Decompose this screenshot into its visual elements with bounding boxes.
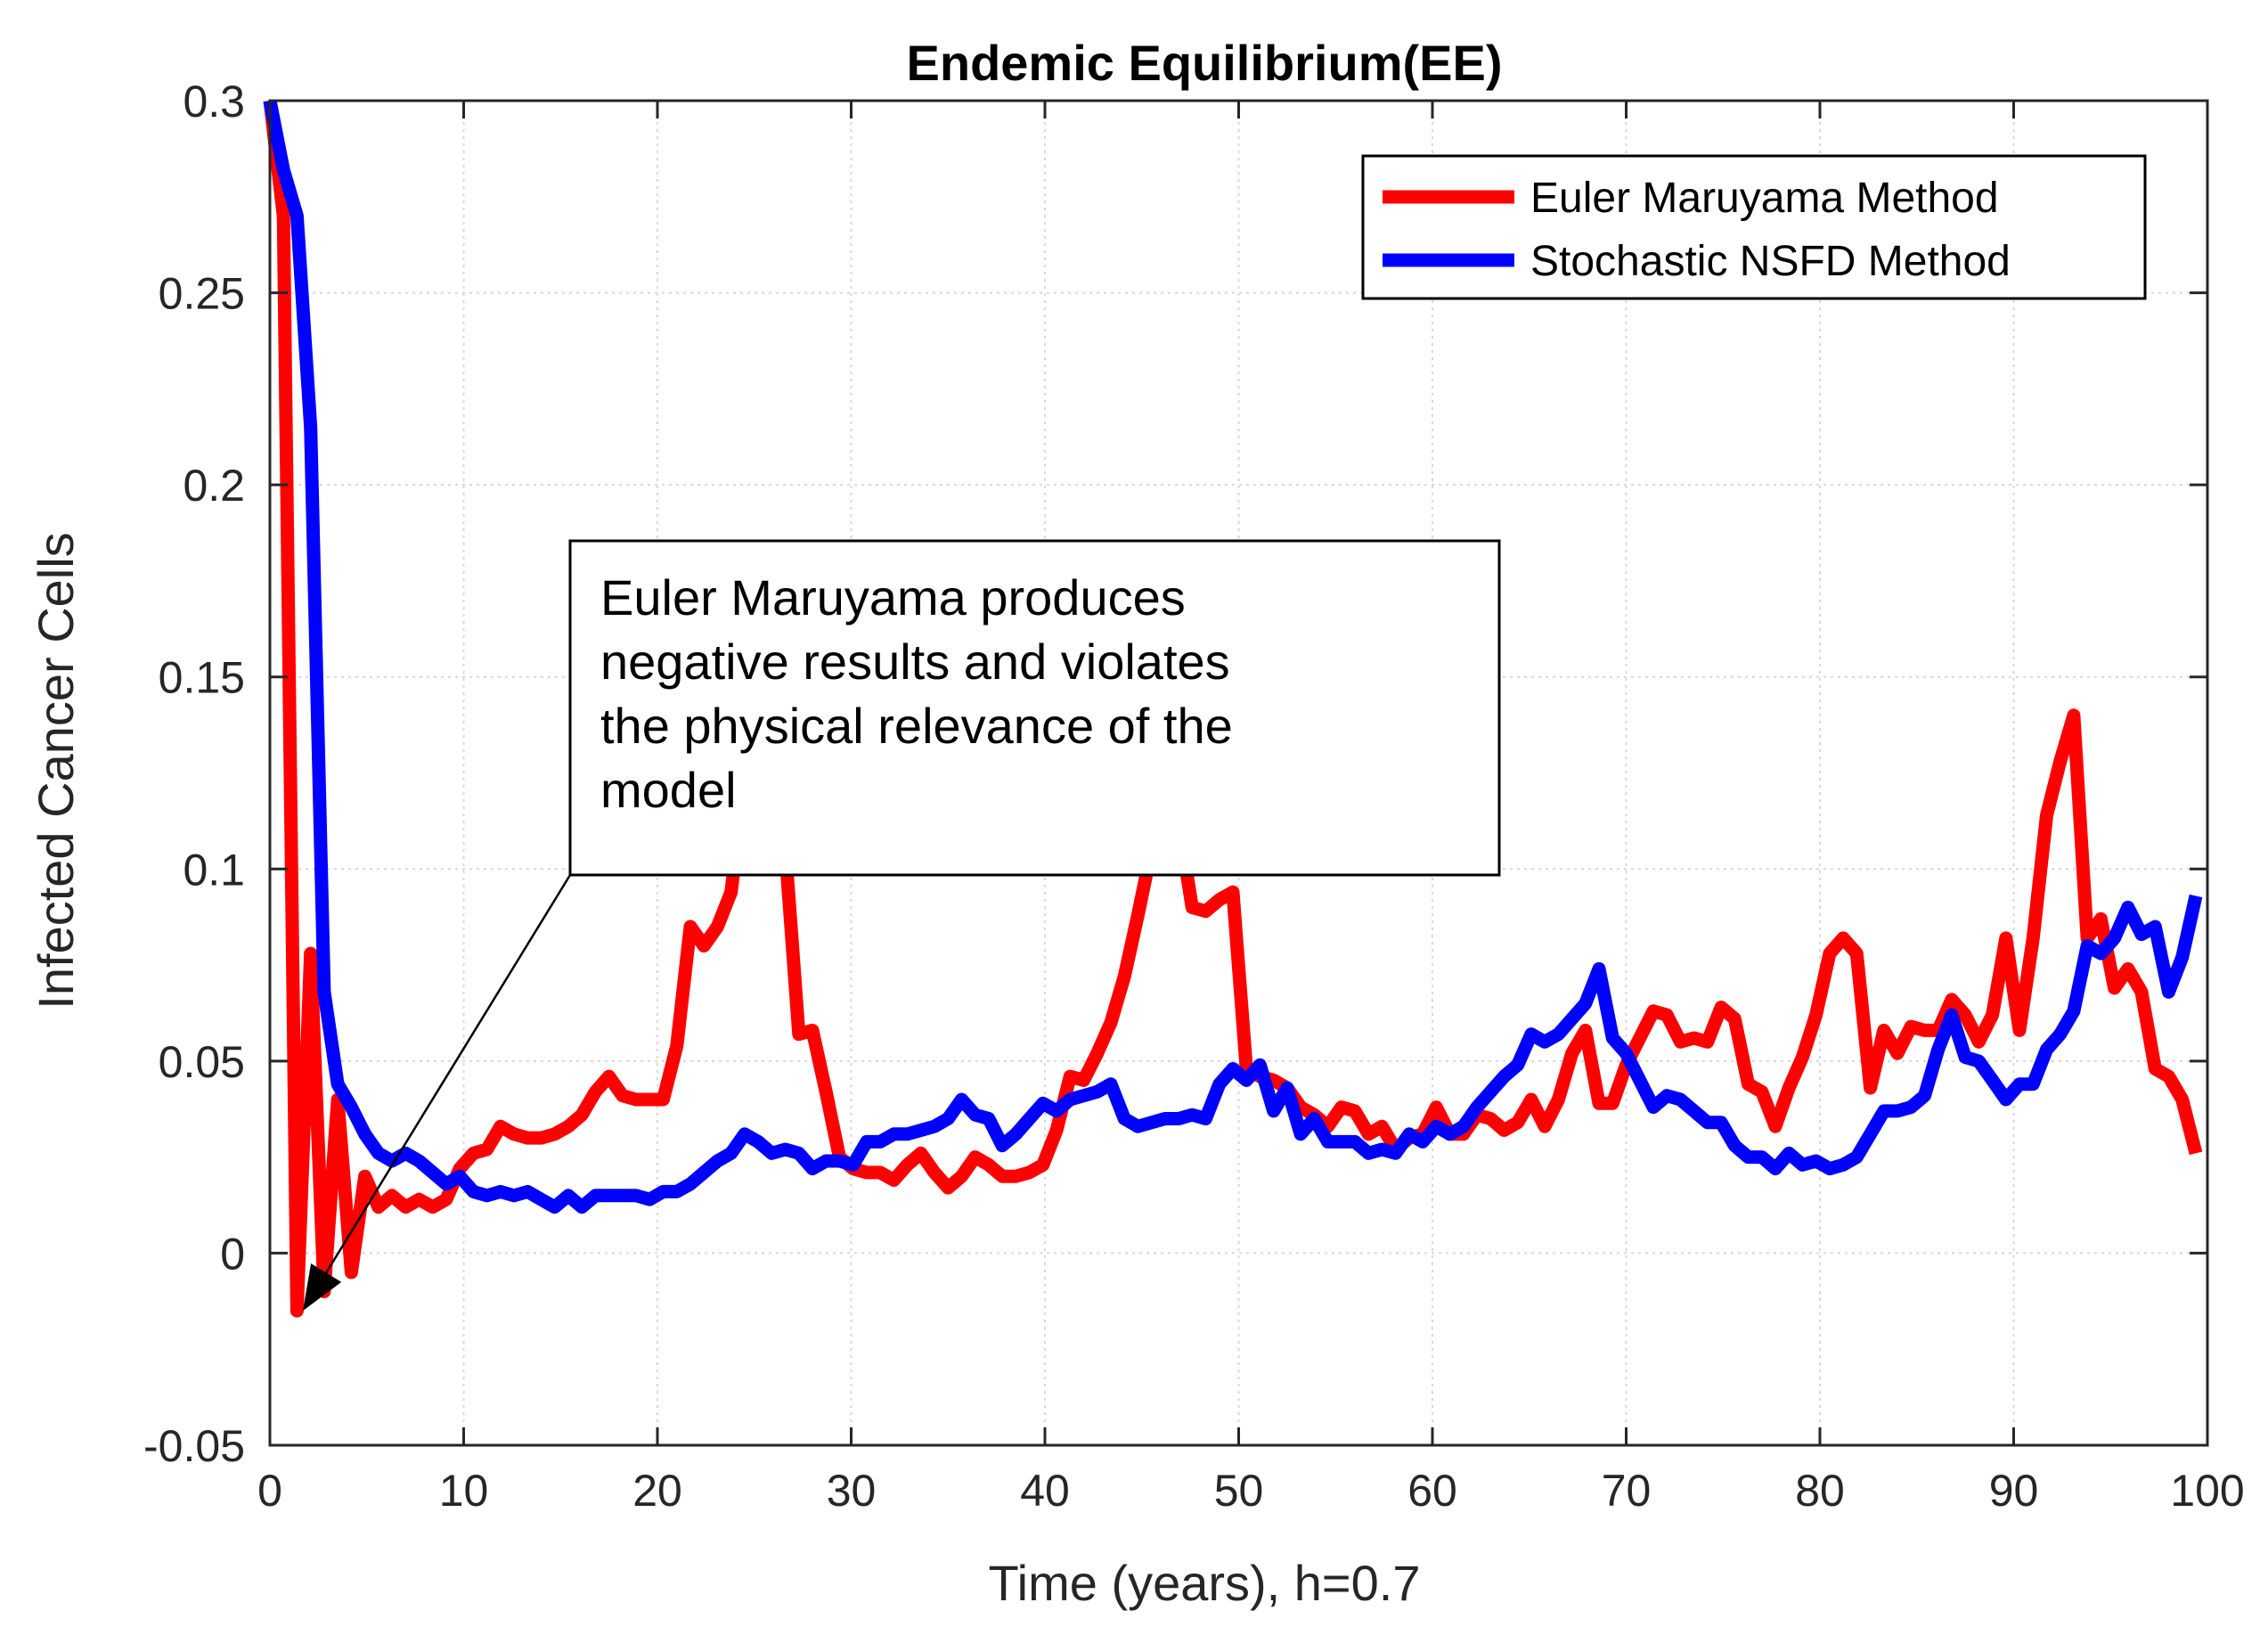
annotation-line-4: model: [600, 762, 737, 818]
axis-ticks: 0 10 20 30 40 50 60 70 80 90 100-0.0500.050.10.150…: [143, 77, 2245, 1516]
y-tick-label: 0.15: [159, 653, 245, 703]
y-tick-label: 0.05: [159, 1037, 245, 1087]
y-tick-label: 0.2: [183, 461, 245, 511]
annotation-arrowhead: [303, 1263, 342, 1312]
x-tick-label: 40: [1020, 1466, 1070, 1516]
x-tick-label: 70: [1602, 1466, 1652, 1516]
x-tick-label: 50: [1214, 1466, 1264, 1516]
legend-label-nsfd: Stochastic NSFD Method: [1530, 238, 2011, 285]
y-tick-label: 0.3: [183, 77, 245, 127]
annotation-line-1: Euler Maruyama produces: [600, 569, 1186, 625]
x-tick-label: 10: [439, 1466, 489, 1516]
annotation-arrow-line: [325, 874, 572, 1274]
annotation: Euler Maruyama produces negative results…: [303, 539, 1501, 1312]
chart-title: Endemic Equilibrium(EE): [907, 35, 1503, 91]
euler-maruyama-line: [263, 100, 2203, 1318]
x-tick-label: 90: [1989, 1466, 2039, 1516]
y-tick-label: 0.25: [159, 269, 245, 319]
stochastic-nsfd-line: [263, 99, 2203, 1214]
y-axis-label: Infected Cancer Cells: [28, 532, 84, 1009]
x-tick-label: 80: [1795, 1466, 1845, 1516]
y-tick-label: 0.1: [183, 845, 245, 895]
legend-label-euler: Euler Maruyama Method: [1530, 175, 1999, 222]
annotation-line-2: negative results and violates: [600, 634, 1230, 690]
x-tick-label: 100: [2170, 1466, 2244, 1516]
annotation-line-3: the physical relevance of the: [600, 698, 1233, 754]
x-tick-label: 30: [827, 1466, 877, 1516]
y-tick-label: -0.05: [143, 1421, 245, 1471]
annotation-box: [568, 539, 1501, 877]
x-tick-label: 0: [257, 1466, 282, 1516]
y-tick-label: 0: [220, 1229, 245, 1279]
x-axis-label: Time (years), h=0.7: [989, 1555, 1421, 1611]
legend: Euler Maruyama Method Stochastic NSFD Me…: [1361, 154, 2147, 300]
x-tick-label: 60: [1407, 1466, 1457, 1516]
legend-box: [1361, 154, 2147, 300]
series-lines: [263, 99, 2203, 1318]
x-tick-label: 20: [632, 1466, 682, 1516]
